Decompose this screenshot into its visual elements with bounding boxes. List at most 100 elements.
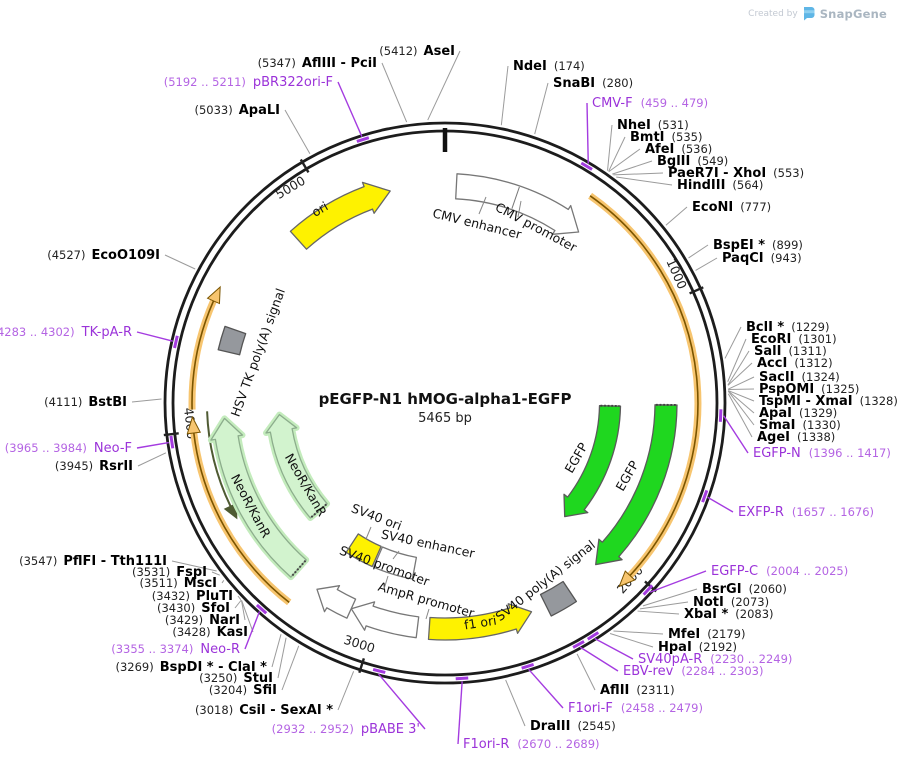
enzyme-label-bspei[interactable]: BspEI * (899): [713, 238, 803, 253]
primer-site-tick-neo-f[interactable]: [169, 435, 175, 449]
enzyme-label-ndei[interactable]: NdeI (174): [513, 59, 585, 74]
leader-ecoo109i: [164, 254, 196, 270]
enzyme-label-tspmi-xmai[interactable]: TspMI - XmaI (1328): [759, 394, 897, 409]
primer-label-egfp-c[interactable]: EGFP-C (2004 .. 2025): [711, 564, 848, 579]
feature-label-sv40-poly-a-signal-5[interactable]: SV40 poly(A) signal: [493, 537, 598, 624]
feature-ampr-promoter[interactable]: [350, 601, 420, 639]
enzyme-label-aflii[interactable]: AflII (2311): [600, 683, 675, 698]
feature-label-f1-ori-6[interactable]: f1 ori: [463, 613, 498, 633]
primer-label-sv40pa-r[interactable]: SV40pA-R (2230 .. 2249): [638, 652, 792, 667]
enzyme-label-kasi[interactable]: (3428) KasI: [172, 625, 248, 640]
primer-label-neo-f[interactable]: (3965 .. 3984) Neo-F: [5, 441, 132, 456]
primer-label-egfp-n[interactable]: EGFP-N (1396 .. 1417): [753, 446, 891, 461]
primer-label-ebv-rev[interactable]: EBV-rev (2284 .. 2303): [623, 664, 763, 679]
enzyme-label-paqci[interactable]: PaqCI (943): [722, 251, 802, 266]
enzyme-label-rsrii[interactable]: (3945) RsrII: [55, 459, 133, 474]
enzyme-label-apai[interactable]: ApaI (1329): [759, 406, 837, 421]
enzyme-label-pluti[interactable]: (3432) PluTI: [152, 589, 233, 604]
primer-site-tick-sv40pa-r[interactable]: [586, 631, 600, 641]
feature-sv40-enhancer[interactable]: [372, 546, 418, 580]
primer-label-exfp-r[interactable]: EXFP-R (1657 .. 1676): [738, 505, 874, 520]
primer-site-tick-cmv-f[interactable]: [580, 161, 593, 171]
primer-label-neo-r[interactable]: (3355 .. 3374) Neo-R: [111, 642, 240, 657]
enzyme-label-hindiii[interactable]: HindIII (564): [677, 178, 763, 193]
enzyme-label-snabi[interactable]: SnaBI (280): [553, 76, 633, 91]
enzyme-label-nhei[interactable]: NheI (531): [617, 118, 689, 133]
enzyme-label-bspdi-clai[interactable]: (3269) BspDI * - ClaI *: [115, 660, 267, 675]
enzyme-label-bstbi[interactable]: (4111) BstBI: [44, 395, 127, 410]
feature-egfp-outer[interactable]: [595, 404, 678, 566]
feature-sv40-promoter[interactable]: [316, 585, 357, 619]
feature-cmv-enhancer-promoter[interactable]: [455, 173, 580, 235]
primer-label-cmv-f[interactable]: CMV-F (459 .. 479): [592, 96, 708, 111]
enzyme-label-stui[interactable]: (3250) StuI: [199, 671, 273, 686]
enzyme-label-afei[interactable]: AfeI (536): [645, 142, 712, 157]
primer-label-f1ori-f[interactable]: F1ori-F (2458 .. 2479): [568, 701, 703, 716]
primer-site-tick-neo-r[interactable]: [255, 603, 268, 615]
enzyme-label-sfoi[interactable]: (3430) SfoI: [157, 601, 230, 616]
feature-hsv-tk-polya-signal[interactable]: [217, 325, 247, 356]
primer-site-tick-exfp-r[interactable]: [701, 489, 709, 503]
enzyme-label-sfii[interactable]: (3204) SfiI: [209, 683, 277, 698]
enzyme-label-apali[interactable]: (5033) ApaLI: [194, 103, 280, 118]
enzyme-label-agei[interactable]: AgeI (1338): [757, 430, 835, 445]
orf-right-arrowhead[interactable]: [618, 570, 636, 588]
enzyme-label-pspomi[interactable]: PspOMI (1325): [759, 382, 859, 397]
feature-sv40-ori[interactable]: [345, 533, 382, 568]
feature-f1-ori[interactable]: [427, 603, 533, 641]
enzyme-label-hpai[interactable]: HpaI (2192): [658, 640, 737, 655]
feature-egfp-inner[interactable]: [563, 405, 622, 518]
primer-site-tick-egfp-c[interactable]: [642, 584, 654, 596]
enzyme-label-nari[interactable]: (3429) NarI: [165, 613, 240, 628]
enzyme-label-smai[interactable]: SmaI (1330): [759, 418, 841, 433]
enzyme-label-bsrgi[interactable]: BsrGI (2060): [702, 582, 787, 597]
enzyme-label-noti[interactable]: NotI (2073): [693, 595, 769, 610]
enzyme-label-msci[interactable]: (3511) MscI: [140, 576, 217, 591]
enzyme-label-mfei[interactable]: MfeI (2179): [668, 627, 746, 642]
enzyme-label-pflfi-tth111i[interactable]: (3547) PflFI - Tth111I: [19, 554, 167, 569]
feature-neor-kanr-outer[interactable]: [210, 417, 307, 578]
enzyme-label-bglii[interactable]: BglII (549): [657, 154, 728, 169]
feature-label-sv40-ori-10[interactable]: SV40 ori: [349, 500, 404, 533]
primer-label-pbr322ori-f[interactable]: (5192 .. 5211) pBR322ori-F: [164, 75, 333, 90]
feature-ori[interactable]: [289, 181, 391, 250]
primer-leader-pbabe-3: [377, 673, 426, 730]
backbone-outer-circle: [163, 121, 727, 685]
enzyme-label-bcli[interactable]: BclI * (1229): [746, 320, 829, 335]
orf-left-upper-arrowhead[interactable]: [206, 285, 221, 305]
feature-label-ori-2[interactable]: ori: [309, 199, 331, 220]
orf-left-lower-arrowhead[interactable]: [186, 415, 202, 435]
primer-site-tick-f1ori-r[interactable]: [455, 676, 469, 681]
primer-site-tick-ebv-rev[interactable]: [572, 640, 585, 649]
enzyme-label-draiii[interactable]: DraIII (2545): [530, 719, 616, 734]
primer-label-tk-pa-r[interactable]: (4283 .. 4302) TK-pA-R: [0, 325, 132, 340]
enzyme-label-econi[interactable]: EcoNI (777): [692, 200, 771, 215]
leader-afei: [608, 148, 641, 173]
leader-sfoi: [234, 599, 242, 609]
primer-site-tick-egfp-n[interactable]: [718, 409, 723, 422]
enzyme-label-csii-sexai[interactable]: (3018) CsiI - SexAI *: [195, 703, 333, 718]
leader-stui: [277, 637, 287, 679]
enzyme-label-bmti[interactable]: BmtI (535): [630, 130, 702, 145]
enzyme-label-afliii-pcii[interactable]: (5347) AflIII - PciI: [258, 56, 377, 71]
enzyme-label-ecoo109i[interactable]: (4527) EcoO109I: [47, 248, 160, 263]
enzyme-label-ecori[interactable]: EcoRI (1301): [751, 332, 837, 347]
enzyme-label-paer7i-xhoi[interactable]: PaeR7I - XhoI (553): [668, 166, 804, 181]
enzyme-label-sali[interactable]: SalI (1311): [754, 344, 827, 359]
snapgene-logo-icon: [803, 7, 815, 21]
feature-sv40-polya-signal[interactable]: [539, 580, 578, 617]
primer-site-tick-pbr322ori-f[interactable]: [356, 136, 370, 143]
enzyme-label-sacii[interactable]: SacII (1324): [759, 370, 840, 385]
enzyme-label-fspi[interactable]: (3531) FspI: [132, 565, 207, 580]
tick-3000: [358, 658, 366, 674]
leader-bstbi: [131, 398, 162, 403]
primer-label-f1ori-r[interactable]: F1ori-R (2670 .. 2689): [463, 737, 600, 752]
enzyme-label-xbai[interactable]: XbaI * (2083): [684, 607, 774, 622]
feature-neor-kanr-inner[interactable]: [265, 413, 328, 519]
primer-site-tick-pbabe-3[interactable]: [372, 668, 386, 674]
primer-site-tick-tk-pa-r[interactable]: [173, 335, 179, 349]
primer-label-pbabe-3[interactable]: (2932 .. 2952) pBABE 3': [272, 722, 420, 737]
enzyme-label-asei[interactable]: (5412) AseI: [379, 44, 455, 59]
primer-site-tick-f1ori-f[interactable]: [521, 662, 535, 670]
enzyme-label-acci[interactable]: AccI (1312): [757, 356, 833, 371]
